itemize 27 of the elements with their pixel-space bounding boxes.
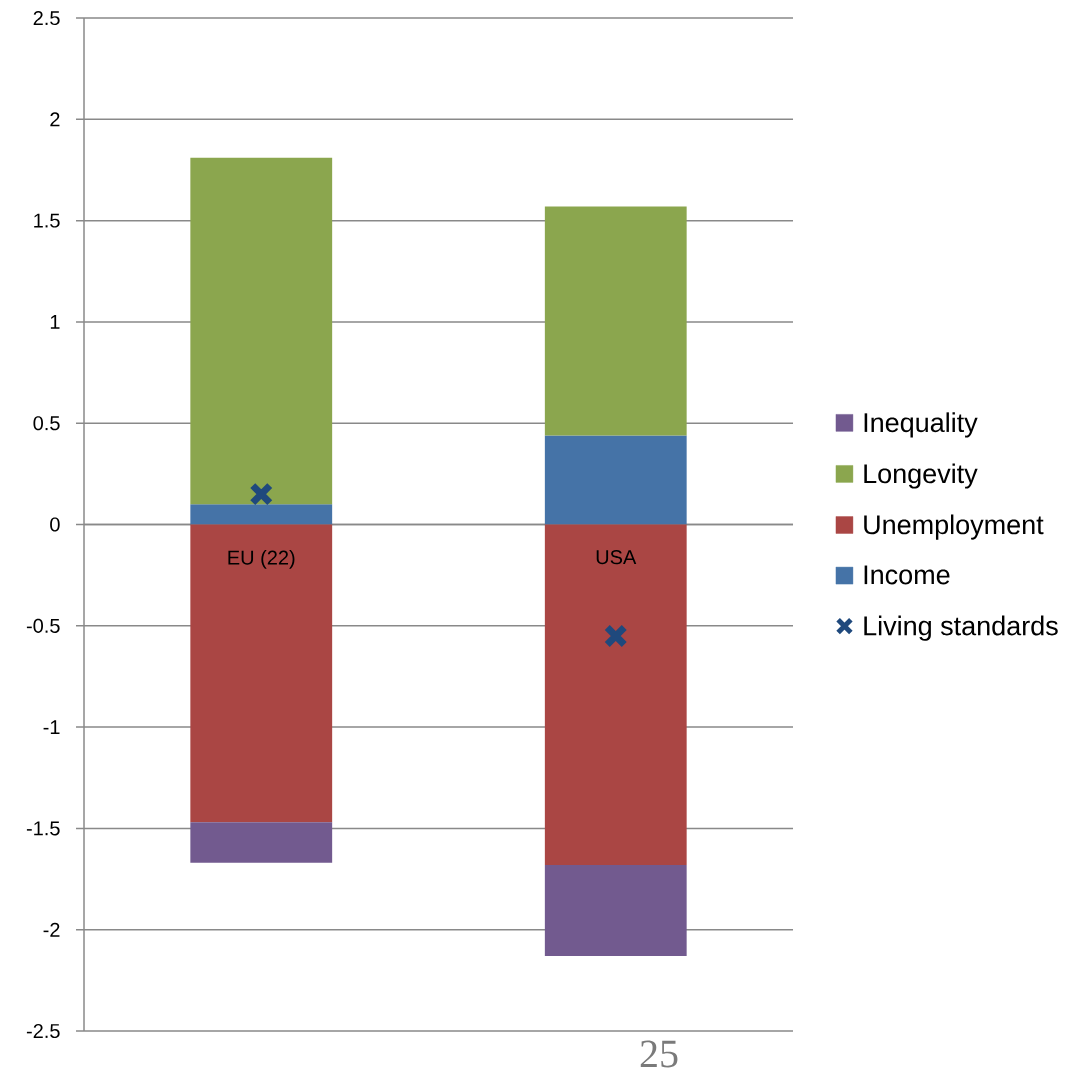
y-tick-label: -1 xyxy=(43,720,60,734)
y-tick-label: 1.5 xyxy=(34,213,60,228)
legend-label: Inequality xyxy=(864,412,978,438)
text: 25 xyxy=(640,1040,678,1068)
x-tick-label: USA xyxy=(596,550,637,565)
y-tick-label: -1.5 xyxy=(26,821,60,836)
x-tick-label: EU (22) xyxy=(228,550,295,569)
y-tick-label: -2 xyxy=(43,922,60,937)
bar xyxy=(544,864,687,957)
y-tick-label: -2.5 xyxy=(26,1023,60,1039)
y-tick-label: 0.5 xyxy=(33,416,60,431)
bar xyxy=(544,206,687,436)
bar xyxy=(544,524,687,865)
bar xyxy=(544,435,687,525)
bar xyxy=(190,822,333,863)
y-tick-label: 2 xyxy=(50,112,60,127)
y-tick-label: 0 xyxy=(50,517,60,532)
legend-label: Unemployment xyxy=(864,514,1044,540)
bar xyxy=(190,157,333,505)
bar xyxy=(190,524,333,823)
legend-label: Living standards xyxy=(864,615,1058,641)
y-tick-label: 2.5 xyxy=(33,10,60,26)
y-tick-label: -0.5 xyxy=(26,618,60,633)
y-tick-label: 1 xyxy=(50,315,60,329)
bar xyxy=(190,504,333,525)
legend-label: Longevity xyxy=(864,463,978,489)
legend-label: Income xyxy=(864,565,950,585)
